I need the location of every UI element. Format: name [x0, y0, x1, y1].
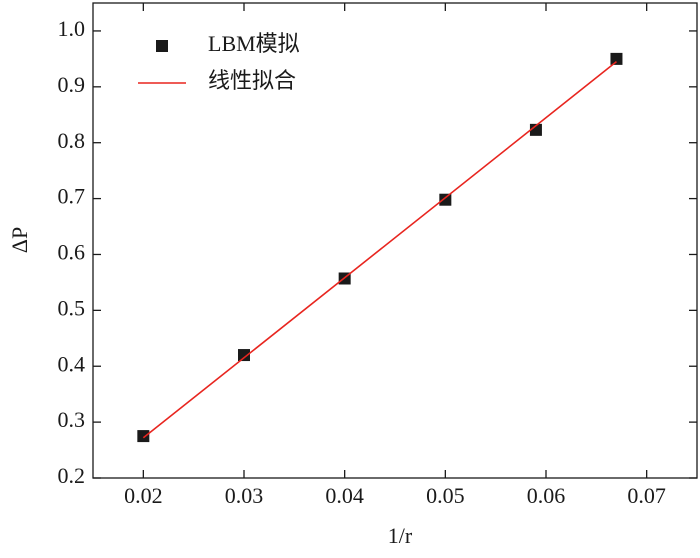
legend-label: 线性拟合: [208, 68, 296, 93]
x-tick-label: 0.05: [426, 483, 465, 508]
y-tick-label: 0.6: [58, 240, 86, 265]
data-point: [238, 349, 250, 362]
legend-label: LBM模拟: [208, 31, 300, 56]
x-axis-label: 1/r: [388, 523, 413, 548]
fit-line: [142, 61, 617, 439]
y-tick-label: 0.9: [58, 72, 86, 97]
x-tick-label: 0.04: [325, 483, 364, 508]
y-tick-label: 1.0: [58, 16, 86, 41]
y-tick-label: 0.4: [58, 351, 86, 376]
data-point: [610, 52, 623, 65]
data-point: [137, 430, 150, 443]
y-tick-label: 0.7: [58, 184, 86, 209]
x-tick-label: 0.07: [627, 483, 666, 508]
y-tick-label: 0.3: [58, 407, 86, 432]
data-point: [439, 193, 452, 206]
y-tick-label: 0.8: [58, 128, 86, 153]
y-axis-label: ΔP: [7, 227, 32, 253]
legend-marker: [156, 40, 168, 52]
y-tick-label: 0.2: [58, 463, 86, 488]
y-tick-label: 0.5: [58, 295, 86, 320]
x-tick-label: 0.06: [527, 483, 566, 508]
x-tick-label: 0.03: [225, 483, 264, 508]
data-point: [529, 123, 542, 136]
x-tick-label: 0.02: [124, 483, 163, 508]
plot-frame: [92, 2, 698, 479]
